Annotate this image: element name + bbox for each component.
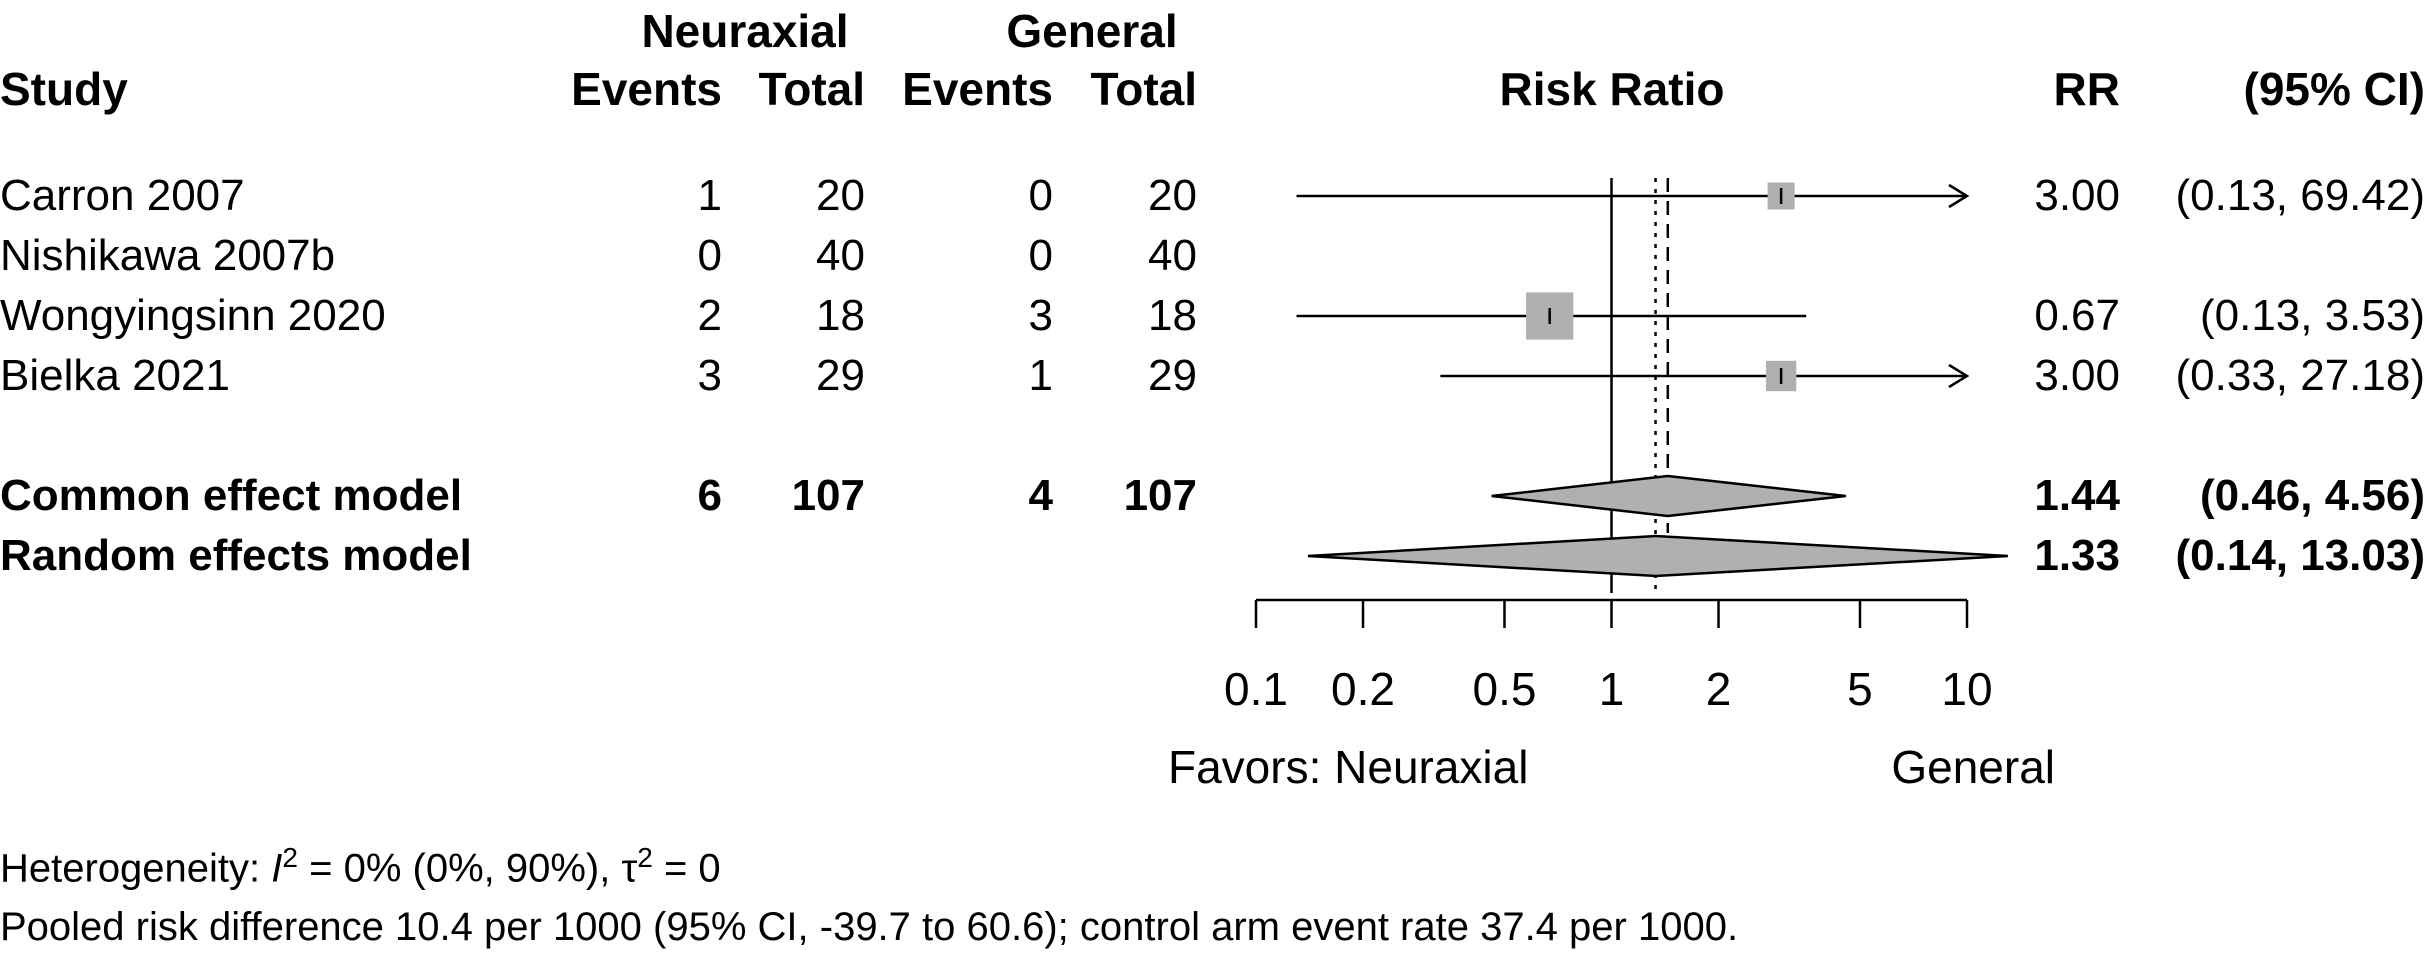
study-n2: 29 [1148, 351, 1197, 400]
study-e1: 0 [698, 231, 722, 280]
study-name: Bielka 2021 [0, 351, 230, 400]
header-total-neuraxial: Total [759, 63, 865, 115]
header-total-general: Total [1091, 63, 1197, 115]
study-e2: 0 [1029, 171, 1053, 220]
study-n2: 40 [1148, 231, 1197, 280]
study-n1: 40 [816, 231, 865, 280]
favors-neuraxial-label: Favors: Neuraxial [1168, 741, 1528, 793]
pooled-e2: 4 [1029, 471, 1054, 520]
pooled-rr-value: 1.44 [2034, 471, 2120, 520]
pooled-ci-value: (0.46, 4.56) [2200, 471, 2425, 520]
pooled-risk-difference-line: Pooled risk difference 10.4 per 1000 (95… [0, 905, 1739, 949]
ci-arrow [1948, 183, 1970, 209]
study-n2: 18 [1148, 291, 1197, 340]
x-axis-tick-label: 10 [1941, 663, 1992, 715]
header-study: Study [0, 63, 128, 115]
pooled-e1: 6 [698, 471, 722, 520]
heterogeneity-I: I [271, 846, 283, 891]
study-ci-value: (0.13, 3.53) [2200, 291, 2425, 340]
pooled-n2: 107 [1124, 471, 1197, 520]
study-e1: 2 [698, 291, 722, 340]
pooled-rr-value: 1.33 [2034, 531, 2120, 580]
study-rr-value: 0.67 [2034, 291, 2120, 340]
study-rr-value: 3.00 [2034, 171, 2120, 220]
favors-general-label: General [1891, 741, 2055, 793]
study-e2: 3 [1029, 291, 1053, 340]
x-axis-tick-label: 0.5 [1473, 663, 1537, 715]
header-rr: RR [2054, 63, 2120, 115]
pooled-diamond [1491, 474, 1846, 518]
x-axis-tick-label: 5 [1847, 663, 1873, 715]
x-axis-tick-label: 1 [1599, 663, 1625, 715]
study-rr-value: 3.00 [2034, 351, 2120, 400]
study-name: Wongyingsinn 2020 [0, 291, 386, 340]
pooled-name: Common effect model [0, 471, 462, 520]
study-e2: 0 [1029, 231, 1053, 280]
header-events-neuraxial: Events [571, 63, 722, 115]
heterogeneity-tau-sup: 2 [637, 842, 653, 873]
heterogeneity-end: = 0 [652, 846, 721, 891]
heterogeneity-line: Heterogeneity: I2 = 0% (0%, 90%), τ2 = 0 [0, 842, 721, 891]
heterogeneity-I-sup: 2 [282, 842, 298, 873]
study-e2: 1 [1029, 351, 1053, 400]
study-n1: 18 [816, 291, 865, 340]
header-group-general: General [1006, 5, 1177, 57]
study-ci-value: (0.33, 27.18) [2176, 351, 2426, 400]
x-axis-tick-label: 2 [1706, 663, 1732, 715]
study-ci-value: (0.13, 69.42) [2176, 171, 2426, 220]
study-n2: 20 [1148, 171, 1197, 220]
header-risk-ratio: Risk Ratio [1500, 63, 1725, 115]
pooled-n1: 107 [792, 471, 865, 520]
heterogeneity-mid: = 0% (0%, 90%), τ [297, 846, 638, 891]
study-name: Carron 2007 [0, 171, 245, 220]
study-n1: 29 [816, 351, 865, 400]
pooled-diamond [1307, 534, 2008, 578]
study-e1: 1 [698, 171, 722, 220]
header-events-general: Events [902, 63, 1053, 115]
forest-plot: Neuraxial General Study Events Total Eve… [0, 5, 2426, 793]
pooled-name: Random effects model [0, 531, 472, 580]
study-n1: 20 [816, 171, 865, 220]
x-axis-tick-label: 0.2 [1331, 663, 1395, 715]
header-ci: (95% CI) [2244, 63, 2425, 115]
header-group-neuraxial: Neuraxial [641, 5, 848, 57]
study-e1: 3 [698, 351, 722, 400]
pooled-ci-value: (0.14, 13.03) [2176, 531, 2426, 580]
x-axis-tick-label: 0.1 [1224, 663, 1288, 715]
heterogeneity-prefix: Heterogeneity: [0, 846, 272, 891]
ci-arrow [1948, 363, 1970, 389]
study-name: Nishikawa 2007b [0, 231, 335, 280]
